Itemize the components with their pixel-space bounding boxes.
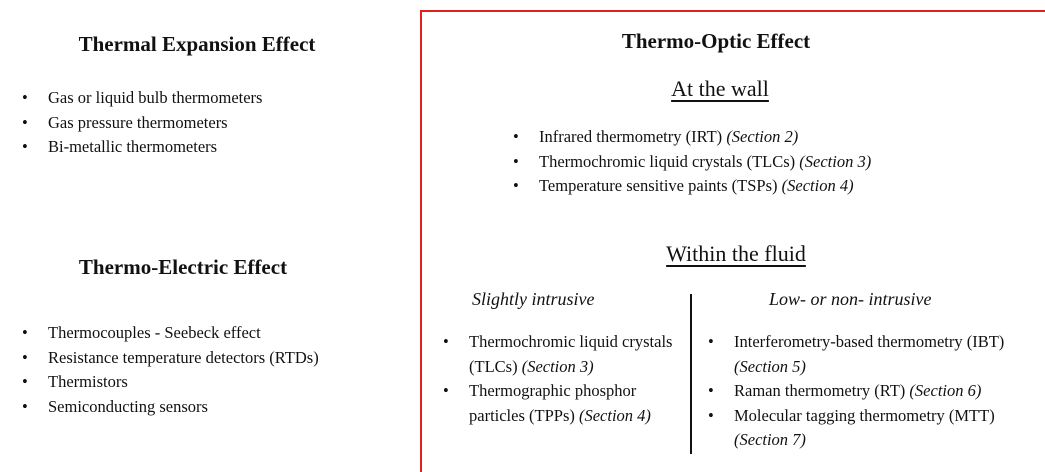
item-label: Thermochromic liquid crystals (TLCs) [539, 151, 796, 171]
slightly-heading: Slightly intrusive [472, 289, 595, 309]
expansion-list: Gas or liquid bulb thermometers Gas press… [22, 86, 402, 160]
wall-heading: At the wall [671, 76, 769, 101]
item-label: Infrared thermometry (IRT) [539, 127, 723, 146]
list-item: Molecular tagging thermometry (MTT) (Sec… [708, 404, 1038, 453]
item-section: (Section 2) [726, 127, 799, 146]
fluid-heading: Within the fluid [666, 241, 806, 266]
slightly-list: Thermochromic liquid crystals (TLCs) (Se… [443, 330, 683, 428]
item-section: (Section 4) [578, 405, 651, 425]
list-item: Resistance temperature detectors (RTDs) [22, 346, 412, 371]
item-label: Semiconducting sensors [48, 396, 208, 416]
item-label: Gas or liquid bulb thermometers [48, 88, 263, 107]
item-section: (Section 3) [799, 151, 872, 171]
item-label: Thermographic phosphor particles (TPPs) [469, 381, 637, 425]
item-label: Thermocouples - Seebeck effect [48, 323, 261, 342]
expansion-title: Thermal Expansion Effect [78, 32, 316, 56]
optic-title: Thermo-Optic Effect [621, 29, 811, 53]
list-item: Semiconducting sensors [22, 395, 412, 420]
low-list: Interferometry-based thermometry (IBT) (… [708, 330, 1038, 453]
item-section: (Section 3) [521, 356, 594, 376]
list-item: Temperature sensitive paints (TSPs) (Sec… [513, 174, 1013, 199]
electric-list: Thermocouples - Seebeck effect Resistance… [22, 321, 412, 419]
list-item: Gas or liquid bulb thermometers [22, 86, 402, 111]
optic-frame [420, 10, 1045, 472]
page: Thermal Expansion Effect Gas or liquid b… [0, 0, 1045, 454]
item-label: Thermochromic liquid crystals (TLCs) [469, 332, 673, 376]
wall-list: Infrared thermometry (IRT) (Section 2)Th… [513, 125, 1013, 199]
electric-title: Thermo-Electric Effect [78, 255, 288, 279]
item-label: Temperature sensitive paints (TSPs) [539, 176, 778, 195]
list-item: Raman thermometry (RT) (Section 6) [708, 379, 1038, 404]
item-label: Gas pressure thermometers [48, 112, 228, 132]
low-heading: Low- or non- intrusive [769, 289, 932, 309]
item-label: Bi-metallic thermometers [48, 137, 218, 156]
list-item: Thermographic phosphor particles (TPPs) … [443, 379, 683, 428]
list-item: Thermistors [22, 370, 412, 395]
item-section: (Section 7) [734, 430, 806, 449]
list-item: Thermocouples - Seebeck effect [22, 321, 412, 346]
list-item: Bi-metallic thermometers [22, 135, 402, 160]
item-label: Resistance temperature detectors (RTDs) [48, 347, 319, 367]
list-item: Interferometry-based thermometry (IBT) (… [708, 330, 1038, 379]
item-label: Thermistors [48, 372, 128, 391]
list-item: Gas pressure thermometers [22, 111, 402, 136]
item-label: Interferometry-based thermometry (IBT) [734, 332, 1005, 351]
list-item: Thermochromic liquid crystals (TLCs) (Se… [443, 330, 683, 379]
list-item: Thermochromic liquid crystals (TLCs) (Se… [513, 150, 1013, 175]
divider [690, 294, 692, 454]
item-label: Molecular tagging thermometry (MTT) [734, 405, 995, 425]
list-item: Infrared thermometry (IRT) (Section 2) [513, 125, 1013, 150]
item-section: (Section 5) [734, 356, 806, 376]
item-section: (Section 4) [781, 176, 854, 195]
item-label: Raman thermometry (RT) [734, 381, 906, 400]
item-section: (Section 6) [909, 381, 982, 400]
